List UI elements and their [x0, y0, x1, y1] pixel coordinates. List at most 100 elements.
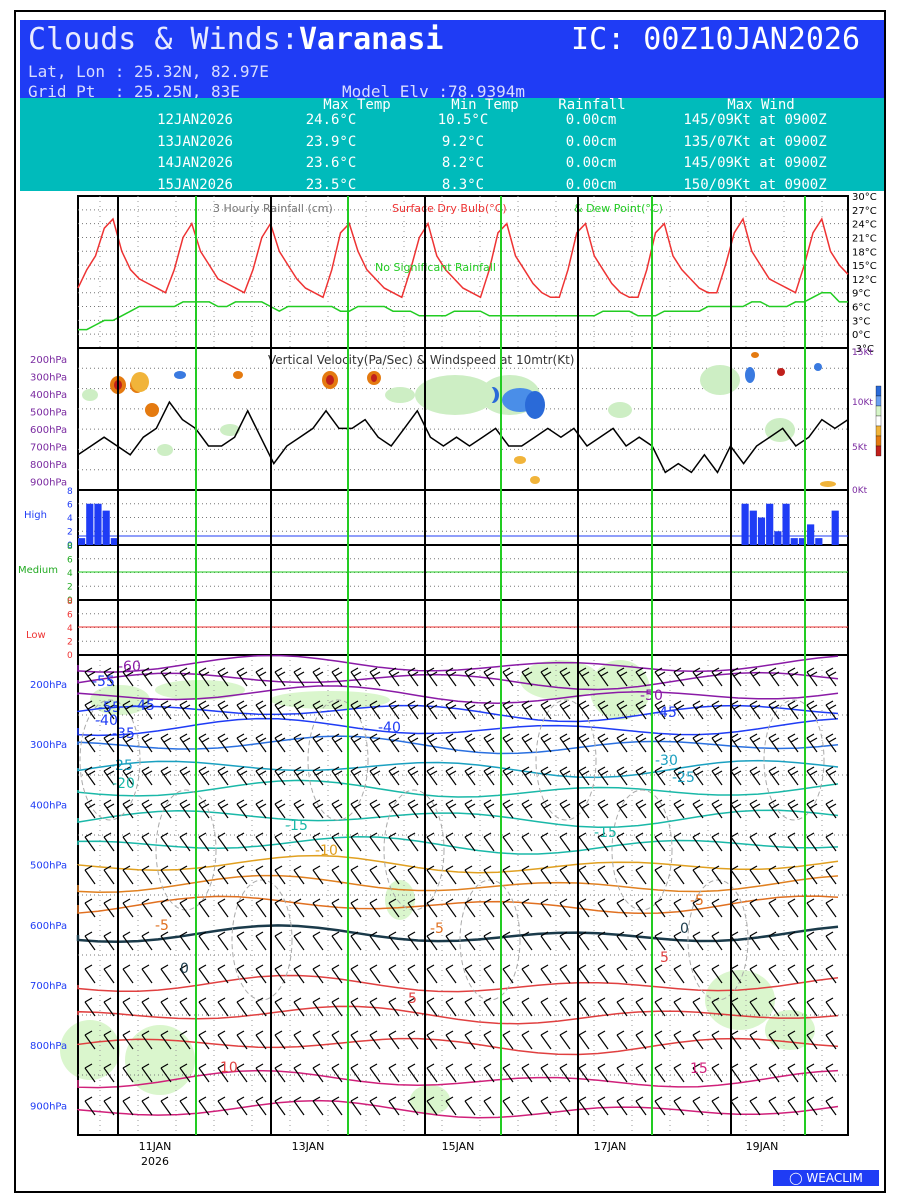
barb-staff [388, 770, 400, 786]
barb-staff [331, 704, 343, 720]
barb-staff [293, 671, 305, 687]
wind-barb [559, 700, 571, 720]
barb-staff [122, 1067, 134, 1083]
barb-staff [84, 803, 96, 819]
barb-staff [350, 869, 362, 885]
barb-feather [464, 964, 473, 970]
barb-feather [730, 964, 739, 970]
barb-feather [312, 1063, 321, 1069]
barb-staff [122, 704, 134, 720]
wind-barb [464, 1030, 476, 1050]
barb-staff [160, 902, 172, 918]
barb-staff [578, 968, 590, 984]
cloud-tick: 6 [67, 556, 73, 566]
barb-staff [274, 902, 286, 918]
barb-feather [806, 1030, 815, 1036]
barb-feather [483, 964, 492, 970]
barb-feather [445, 832, 454, 838]
wind-barb [217, 700, 229, 720]
barb-feather [559, 766, 568, 772]
barb-staff [255, 1100, 267, 1116]
wind-barb [635, 799, 647, 819]
barb-feather [825, 931, 834, 937]
wind-barb [84, 1096, 96, 1116]
high-cloud-bar [102, 510, 110, 545]
wind-barb [445, 832, 457, 852]
panel2-title: Vertical Velocity(Pa/Sec) & Windspeed at… [268, 353, 574, 367]
isotherm-label: -5 [690, 893, 704, 909]
barb-feather [369, 1096, 378, 1102]
barb-feather [255, 667, 264, 673]
barb-feather [445, 964, 454, 970]
barb-staff [597, 935, 609, 951]
wind-barb [236, 898, 248, 918]
wind-barb [255, 964, 267, 984]
barb-feather [388, 667, 397, 673]
barb-feather [540, 1030, 549, 1036]
barb-staff [141, 737, 153, 753]
wind-barb [730, 667, 742, 687]
wind-barb [350, 865, 362, 885]
barb-feather [559, 667, 568, 673]
wind-barb [388, 700, 400, 720]
wind-barb [502, 667, 514, 687]
barb-staff [502, 770, 514, 786]
barb-staff [673, 671, 685, 687]
humidity-contour [459, 879, 521, 1001]
barb-staff [825, 1034, 837, 1050]
barb-feather [749, 865, 758, 871]
barb-staff [122, 935, 134, 951]
barb-feather [635, 700, 644, 706]
table-cell: 14JAN2026 [157, 155, 233, 171]
barb-feather [540, 931, 549, 937]
barb-feather [540, 766, 549, 772]
barb-feather [334, 671, 343, 677]
barb-feather [407, 865, 416, 871]
wind-barb [502, 799, 514, 819]
barb-feather [540, 832, 549, 838]
wind-barb [426, 766, 438, 786]
barb-feather [182, 737, 191, 743]
barb-feather [87, 770, 96, 776]
wind-barb [483, 997, 495, 1017]
barb-feather [714, 770, 723, 776]
barb-feather [410, 737, 419, 743]
barb-feather [445, 1063, 454, 1069]
barb-feather [600, 770, 609, 776]
wind-barb [483, 1030, 495, 1050]
wind-barb [787, 667, 799, 687]
dew-point-line [78, 291, 848, 331]
barb-feather [806, 799, 815, 805]
barb-feather [445, 1030, 454, 1036]
barb-feather [448, 737, 457, 743]
barb-staff [426, 935, 438, 951]
barb-staff [825, 671, 837, 687]
date-label: 17JAN [594, 1140, 627, 1153]
barb-feather [559, 1063, 568, 1069]
barb-feather [676, 803, 685, 809]
barb-feather [673, 766, 682, 772]
barb-feather [562, 737, 571, 743]
barb-staff [312, 1067, 324, 1083]
humidity-shading [155, 680, 245, 700]
barb-feather [771, 737, 780, 743]
wind-barb [787, 865, 799, 885]
barb-staff [198, 902, 210, 918]
barb-staff [787, 1067, 799, 1083]
barb-feather [600, 671, 609, 677]
temp-tick: -3°C [852, 344, 874, 355]
barb-staff [198, 1067, 210, 1083]
barb-staff [540, 737, 552, 753]
wind-barb [673, 733, 685, 753]
barb-staff [502, 902, 514, 918]
wind-barb [806, 1096, 818, 1116]
barb-staff [521, 935, 533, 951]
barb-feather [676, 770, 685, 776]
barb-feather [486, 803, 495, 809]
barb-staff [521, 671, 533, 687]
barb-feather [714, 671, 723, 677]
wind-barb [521, 1063, 533, 1083]
barb-feather [141, 733, 150, 739]
barb-feather [220, 671, 229, 677]
barb-staff [331, 1001, 343, 1017]
